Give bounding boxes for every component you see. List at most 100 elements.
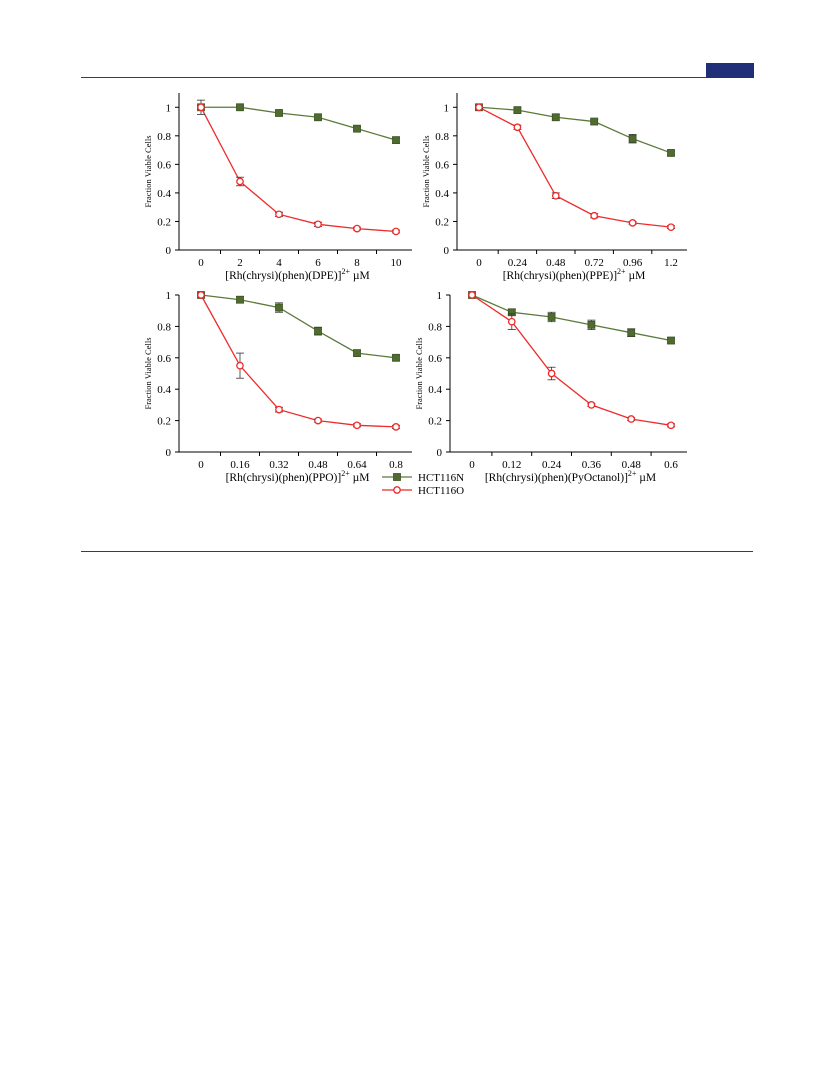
legend-label-hct116n: HCT116N — [418, 472, 464, 484]
x-tick-label: 0 — [198, 257, 204, 269]
x-tick-label: 0 — [476, 257, 482, 269]
y-tick-label: 0.8 — [435, 131, 449, 143]
y-axis-label: Fraction Viable Cells — [414, 337, 424, 409]
y-tick-label: 0.2 — [428, 416, 442, 428]
data-point-hct116o — [275, 405, 283, 414]
y-tick-label: 0.2 — [435, 216, 449, 228]
y-tick-label: 0.6 — [435, 159, 449, 171]
data-point-hct116o — [590, 211, 599, 220]
y-tick-label: 0.2 — [157, 416, 171, 428]
x-tick-label: 0.48 — [622, 459, 642, 471]
x-tick-label: 4 — [276, 257, 282, 269]
y-axis-label: Fraction Viable Cells — [143, 337, 153, 409]
data-point-hct116n — [627, 328, 636, 337]
x-tick-label: 0.24 — [542, 459, 562, 471]
data-point-hct116n — [353, 124, 361, 133]
data-point-hct116o — [314, 220, 322, 229]
data-point-hct116o — [513, 123, 522, 132]
data-point-hct116o — [197, 291, 205, 299]
x-tick-label: 0.12 — [502, 459, 521, 471]
data-point-hct116n — [628, 134, 637, 143]
y-tick-label: 0.6 — [157, 353, 171, 365]
x-tick-label: 2 — [237, 257, 243, 269]
y-axis-label: Fraction Viable Cells — [421, 135, 431, 207]
data-point-hct116n — [551, 113, 560, 122]
y-tick-label: 0.4 — [435, 188, 449, 200]
y-tick-label: 0.4 — [157, 384, 171, 396]
data-point-hct116n — [392, 353, 400, 362]
data-point-hct116o — [627, 415, 636, 423]
data-point-hct116o — [392, 227, 400, 236]
x-tick-label: 6 — [315, 257, 321, 269]
data-point-hct116n — [667, 149, 675, 157]
x-tick-label: 10 — [391, 257, 403, 269]
data-point-hct116o — [547, 369, 556, 378]
x-tick-label: 0 — [198, 459, 204, 471]
data-point-hct116o — [275, 210, 283, 219]
data-point-hct116o — [236, 361, 244, 370]
y-tick-label: 0 — [437, 447, 443, 459]
legend-label-hct116o: HCT116O — [418, 485, 464, 497]
data-point-hct116o — [667, 421, 675, 430]
data-point-hct116o — [236, 177, 244, 186]
data-point-hct116n — [590, 117, 599, 126]
series-line-hct116o — [471, 294, 672, 426]
x-tick-label: 0.24 — [508, 257, 528, 269]
x-tick-label: 0.8 — [389, 459, 403, 471]
data-point-hct116o — [628, 219, 637, 227]
data-point-hct116o — [667, 223, 675, 232]
data-point-hct116n — [275, 109, 283, 117]
data-point-hct116o — [314, 416, 322, 425]
y-tick-label: 0.8 — [157, 131, 171, 143]
x-tick-label: 0.36 — [582, 459, 602, 471]
series-line-hct116o — [200, 106, 397, 233]
series-line-hct116o — [478, 106, 672, 228]
legend-marker-hct116o — [393, 486, 401, 494]
y-axis-label: Fraction Viable Cells — [143, 135, 153, 207]
chart-panel-ppe: 0 0.2 0.4 0.6 0.8 1 0 0.24 0.48 0.72 0.96 1.2 Fracti… — [421, 93, 687, 282]
y-tick-label: 0.6 — [157, 159, 171, 171]
data-point-hct116o — [587, 401, 596, 409]
data-point-hct116o — [197, 103, 205, 112]
y-tick-label: 0.2 — [157, 216, 171, 228]
x-axis-label: [Rh(chrysi)(phen)(PPO)]2+ µM — [226, 469, 370, 484]
data-point-hct116o — [468, 291, 476, 299]
data-point-hct116n — [353, 349, 361, 357]
x-tick-label: 0.72 — [585, 257, 604, 269]
y-tick-label: 1 — [437, 290, 443, 302]
y-tick-label: 0.8 — [157, 321, 171, 333]
series-line-hct116n — [478, 106, 672, 154]
x-tick-label: 8 — [354, 257, 360, 269]
data-point-hct116n — [314, 113, 322, 122]
x-tick-label: 0 — [469, 459, 475, 471]
chart-panel-pyoctanol: 0 0.2 0.4 0.6 0.8 1 0 0.12 0.24 0.36 0.48 0.6 Fracti… — [414, 290, 687, 484]
y-tick-label: 0.8 — [428, 321, 442, 333]
y-tick-label: 0.4 — [428, 384, 442, 396]
data-point-hct116n — [236, 295, 244, 304]
data-point-hct116n — [587, 320, 596, 329]
data-point-hct116n — [236, 103, 244, 112]
x-tick-label: 0.16 — [230, 459, 250, 471]
data-point-hct116n — [547, 313, 556, 321]
y-tick-label: 1 — [444, 102, 450, 114]
chart-panel-ppo: 0 0.2 0.4 0.6 0.8 1 0 0.16 0.32 0.48 0.64 0.8 Fracti… — [143, 290, 412, 484]
data-point-hct116n — [275, 303, 283, 312]
data-point-hct116n — [667, 336, 675, 345]
data-point-hct116n — [513, 106, 522, 115]
data-point-hct116o — [353, 421, 361, 430]
x-axis-label: [Rh(chrysi)(phen)(PPE)]2+ µM — [503, 267, 646, 282]
data-point-hct116n — [314, 327, 322, 336]
data-point-hct116o — [475, 103, 483, 112]
x-tick-label: 0.64 — [347, 459, 367, 471]
y-tick-label: 0.4 — [157, 188, 171, 200]
footer-rule — [81, 551, 753, 552]
header-rule — [81, 77, 753, 78]
y-tick-label: 1 — [166, 102, 172, 114]
x-axis-label: [Rh(chrysi)(phen)(DPE)]2+ µM — [225, 267, 370, 282]
x-tick-label: 0.96 — [623, 257, 643, 269]
x-tick-label: 0.48 — [546, 257, 566, 269]
data-point-hct116o — [551, 191, 560, 200]
series-line-hct116n — [201, 106, 397, 141]
